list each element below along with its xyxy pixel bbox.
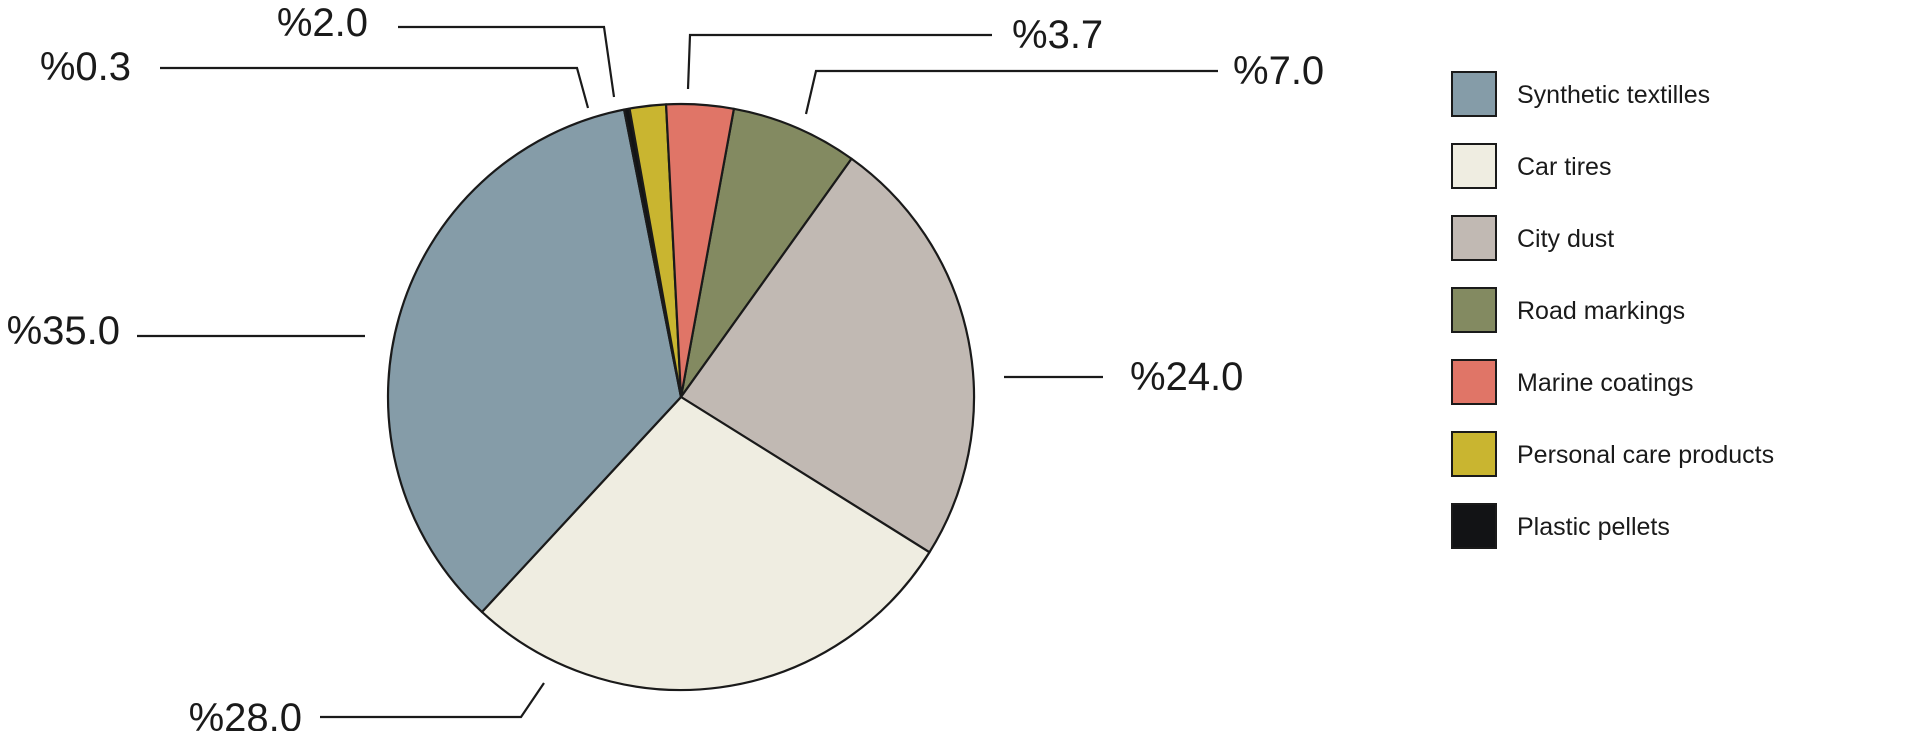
legend-swatch-car-tires [1451, 143, 1497, 189]
leader-line-car-tires [320, 682, 545, 719]
leader-line-road-markings [804, 69, 1218, 115]
pct-label-city-dust: %24.0 [1130, 355, 1243, 399]
pct-label-car-tires: %28.0 [189, 696, 302, 731]
legend-label-car-tires: Car tires [1517, 153, 1611, 181]
legend-label-marine-coatings: Marine coatings [1517, 369, 1693, 397]
legend-swatch-personal-care-products [1451, 431, 1497, 477]
legend-swatch-marine-coatings [1451, 359, 1497, 405]
pct-label-road-markings: %7.0 [1233, 49, 1324, 93]
slice-city-dust [679, 157, 976, 554]
legend-label-personal-care-products: Personal care products [1517, 441, 1774, 469]
legend: Synthetic textilles Car tires City dust Roa… [1451, 71, 1774, 549]
slice-road-markings [679, 107, 853, 399]
slice-car-tires [480, 395, 931, 692]
legend-swatch-synthetic-textilles [1451, 71, 1497, 117]
legend-label-plastic-pellets: Plastic pellets [1517, 513, 1670, 541]
percentage-labels: %35.0 %28.0 %24.0 %7.0 %3.7 %2.0 %0.3 [7, 1, 1325, 731]
legend-swatch-road-markings [1451, 287, 1497, 333]
legend-swatch-city-dust [1451, 215, 1497, 261]
pct-label-plastic-pellets: %0.3 [40, 45, 131, 89]
legend-label-synthetic-textilles: Synthetic textilles [1517, 81, 1710, 109]
pct-label-personal-care-products: %2.0 [277, 1, 368, 45]
pie-slices [386, 102, 976, 692]
slice-synthetic-textilles [386, 108, 683, 614]
legend-label-city-dust: City dust [1517, 225, 1614, 253]
pct-label-synthetic-textilles: %35.0 [7, 309, 120, 353]
legend-swatch-plastic-pellets [1451, 503, 1497, 549]
legend-label-road-markings: Road markings [1517, 297, 1685, 325]
pct-label-marine-coatings: %3.7 [1012, 13, 1103, 57]
leader-lines [137, 25, 1218, 719]
slice-marine-coatings [664, 102, 735, 399]
leader-line-marine-coatings [686, 33, 992, 90]
leader-line-plastic-pellets [160, 66, 590, 109]
leader-line-personal-care-products [398, 25, 616, 98]
